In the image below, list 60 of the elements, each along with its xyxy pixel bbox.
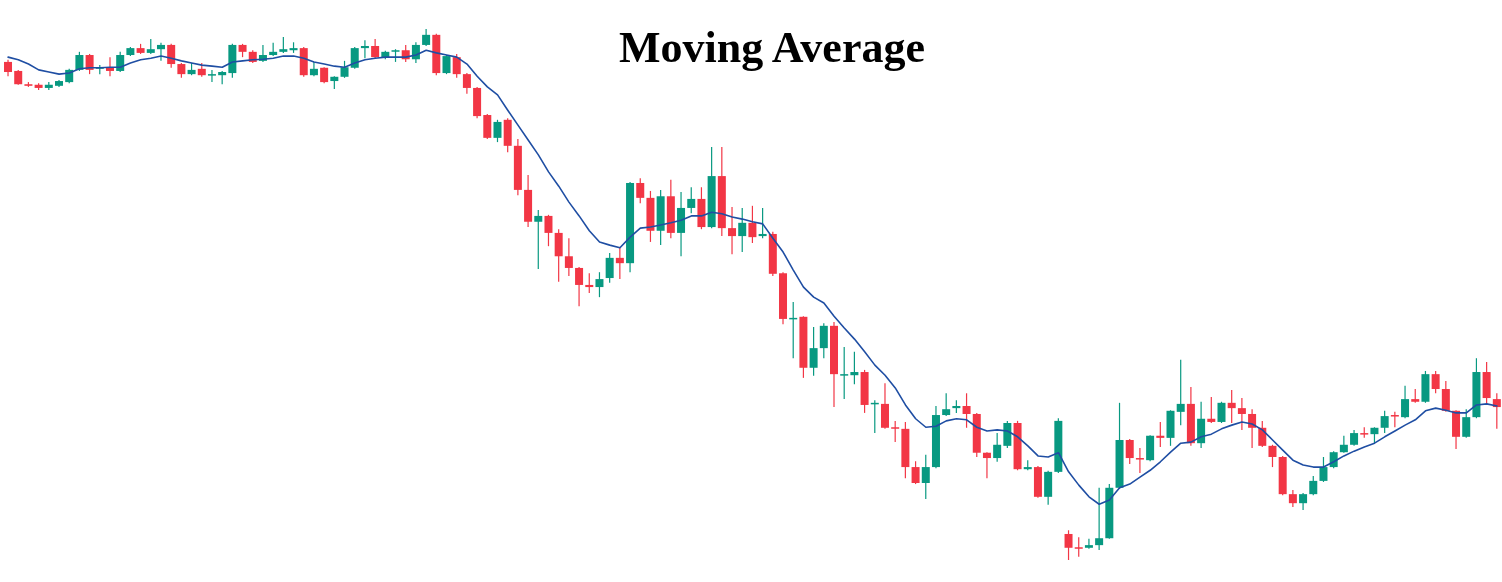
candlestick bbox=[1258, 420, 1267, 448]
candlestick bbox=[962, 392, 971, 429]
candlestick bbox=[911, 460, 920, 485]
candlestick bbox=[819, 322, 828, 359]
candlestick bbox=[1319, 456, 1328, 483]
candlestick bbox=[1176, 359, 1185, 426]
candlestick bbox=[585, 272, 594, 294]
candlestick bbox=[1156, 421, 1165, 448]
candlestick bbox=[1268, 444, 1277, 468]
candlestick bbox=[738, 207, 747, 253]
candlestick bbox=[942, 392, 951, 417]
candlestick bbox=[993, 432, 1002, 463]
candlestick bbox=[636, 177, 645, 204]
candlestick bbox=[809, 326, 818, 377]
candlestick bbox=[1309, 475, 1318, 496]
candlestick bbox=[1125, 438, 1134, 465]
candlestick bbox=[921, 454, 930, 500]
candlestick bbox=[850, 351, 859, 385]
candlestick bbox=[360, 39, 369, 59]
candlestick bbox=[595, 271, 604, 298]
candlestick bbox=[758, 207, 767, 239]
candlestick bbox=[748, 205, 757, 244]
candlestick bbox=[891, 420, 900, 443]
candlestick bbox=[840, 346, 849, 400]
candlestick bbox=[1095, 487, 1104, 551]
candlestick bbox=[534, 209, 543, 270]
candlestick bbox=[156, 42, 165, 62]
candlestick bbox=[462, 72, 471, 95]
candlestick bbox=[1064, 529, 1073, 560]
candlestick bbox=[1074, 536, 1083, 558]
candlestick bbox=[880, 382, 889, 430]
candlestick bbox=[1084, 538, 1093, 550]
candlestick bbox=[1401, 385, 1410, 419]
candlestick bbox=[687, 186, 696, 214]
candlestick bbox=[452, 53, 461, 79]
candlestick bbox=[544, 214, 553, 247]
candlestick bbox=[605, 252, 614, 284]
candlestick bbox=[75, 51, 84, 72]
candlestick bbox=[1217, 401, 1226, 424]
candlestick bbox=[1462, 408, 1471, 439]
chart-title: Moving Average bbox=[619, 22, 925, 73]
candlestick bbox=[554, 228, 563, 283]
candlestick bbox=[1339, 435, 1348, 454]
candlestick bbox=[1003, 420, 1012, 449]
candlestick bbox=[982, 451, 991, 479]
candlestick bbox=[1227, 389, 1236, 424]
candlestick bbox=[493, 119, 502, 143]
candlestick bbox=[483, 113, 492, 140]
candlestick bbox=[1135, 447, 1144, 474]
candlestick bbox=[1207, 396, 1216, 424]
candlestick bbox=[207, 69, 216, 83]
candlestick bbox=[1237, 397, 1246, 431]
candlestick bbox=[1431, 370, 1440, 394]
candlestick bbox=[269, 42, 278, 57]
candlestick bbox=[575, 266, 584, 307]
candlestick bbox=[1380, 410, 1389, 434]
candlestick bbox=[1441, 380, 1450, 413]
candlestick bbox=[615, 247, 624, 280]
candlestick bbox=[564, 237, 573, 277]
candlestick bbox=[728, 206, 737, 255]
